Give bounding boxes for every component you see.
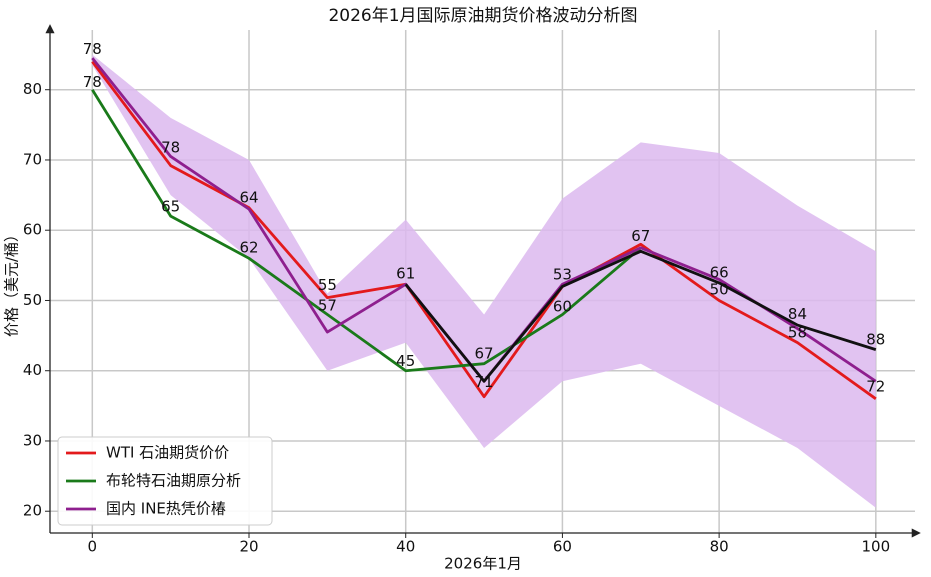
annotation: 53 xyxy=(553,266,572,284)
range-band xyxy=(92,54,876,508)
y-axis-label: 价格（美元/桶） xyxy=(3,227,21,337)
legend-label: 国内 INE热凭价椿 xyxy=(106,500,226,518)
annotation: 57 xyxy=(318,297,337,315)
x-tick-label: 20 xyxy=(239,538,258,556)
chart-title: 2026年1月国际原油期货价格波动分析图 xyxy=(328,6,637,26)
y-tick-label: 50 xyxy=(23,291,42,309)
annotation: 65 xyxy=(161,198,180,216)
legend-label: 布轮特石油期原分析 xyxy=(106,472,241,490)
annotation: 58 xyxy=(788,323,807,341)
series-line xyxy=(91,88,642,373)
y-tick-label: 30 xyxy=(23,431,42,449)
y-tick-label: 20 xyxy=(23,502,42,520)
legend-label: WTI 石油期货价价 xyxy=(106,444,229,462)
y-tick-label: 80 xyxy=(23,80,42,98)
x-tick-label: 100 xyxy=(862,538,891,556)
x-tick-label: 80 xyxy=(710,538,729,556)
annotation: 67 xyxy=(631,227,650,245)
y-tick-label: 70 xyxy=(23,150,42,168)
series-line xyxy=(404,249,877,383)
annotation: 55 xyxy=(318,276,337,294)
series-line xyxy=(91,60,877,400)
annotation: 84 xyxy=(788,305,807,323)
x-tick-label: 0 xyxy=(88,538,98,556)
annotation: 45 xyxy=(396,352,415,370)
annotation: 62 xyxy=(239,238,258,256)
annotation: 78 xyxy=(83,40,102,58)
annotation: 78 xyxy=(83,73,102,91)
x-tick-label: 60 xyxy=(553,538,572,556)
annotation: 72 xyxy=(866,377,885,395)
annotation: 64 xyxy=(239,188,258,206)
annotation: 67 xyxy=(475,344,494,362)
y-tick-label: 40 xyxy=(23,361,42,379)
annotation: 88 xyxy=(866,330,885,348)
annotation: 61 xyxy=(396,264,415,282)
annotation: 60 xyxy=(553,297,572,315)
legend-box xyxy=(57,436,273,526)
x-axis-label: 2026年1月 xyxy=(444,555,522,573)
annotation: 50 xyxy=(710,280,729,298)
x-tick-label: 40 xyxy=(396,538,415,556)
annotation: 71 xyxy=(475,373,494,391)
y-tick-label: 60 xyxy=(23,221,42,239)
annotation: 78 xyxy=(161,139,180,157)
annotation: 66 xyxy=(710,264,729,282)
